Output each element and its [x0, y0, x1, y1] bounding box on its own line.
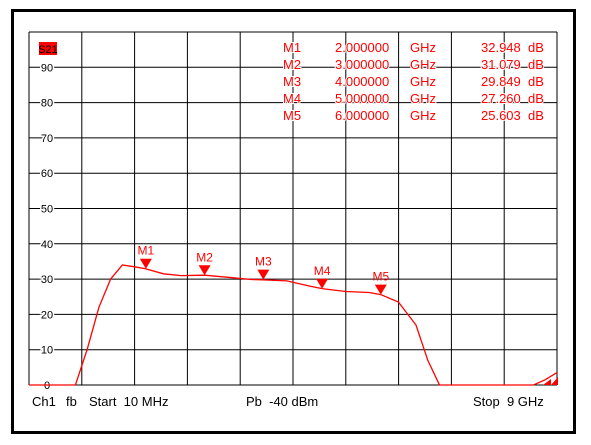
trace-badge-background: [39, 42, 57, 55]
readout-marker-freq-unit: GHz: [410, 74, 436, 89]
y-tick-label: 90: [41, 62, 53, 74]
y-tick-label: 40: [41, 239, 53, 251]
readout-marker-freq: 2.000000: [335, 40, 389, 55]
marker-triangle: [139, 258, 152, 269]
footer-start: Start 10 MHz: [89, 394, 169, 409]
y-tick-label: 20: [41, 309, 53, 321]
footer-format: fb: [66, 394, 77, 409]
marker-label: M5: [372, 270, 389, 284]
readout-marker-value: 29.849: [481, 74, 521, 89]
readout-marker-freq-unit: GHz: [410, 40, 436, 55]
stop-edge-marker: [543, 379, 551, 385]
y-tick-label: 30: [41, 274, 53, 286]
readout-marker-freq-unit: GHz: [410, 57, 436, 72]
y-tick-label: 80: [41, 98, 53, 110]
trace-line: [29, 264, 558, 386]
readout-marker-label: M3: [283, 74, 301, 89]
marker-label: M3: [255, 255, 272, 269]
y-tick-label: 60: [41, 168, 53, 180]
marker-triangle: [374, 284, 387, 295]
readout-marker-freq-unit: GHz: [410, 91, 436, 106]
readout-marker-value: 31.079: [481, 57, 521, 72]
readout-marker-freq: 6.000000: [335, 108, 389, 123]
readout-marker-value: 32.948: [481, 40, 521, 55]
marker-triangle: [198, 265, 211, 276]
readout-marker-freq: 3.000000: [335, 57, 389, 72]
footer-channel: Ch1: [32, 394, 56, 409]
readout-marker-freq: 4.000000: [335, 74, 389, 89]
readout-marker-unit: dB: [528, 57, 544, 72]
readout-marker-unit: dB: [528, 91, 544, 106]
trace-badge: S21: [38, 44, 58, 56]
footer-stop: Stop 9 GHz: [473, 394, 544, 409]
marker-label: M1: [138, 244, 155, 258]
readout-marker-unit: dB: [528, 40, 544, 55]
y-tick-label: 50: [41, 204, 53, 216]
y-tick-label: 70: [41, 133, 53, 145]
readout-marker-label: M5: [283, 108, 301, 123]
readout-marker-value: 25.603: [481, 108, 521, 123]
readout-marker-unit: dB: [528, 108, 544, 123]
marker-triangle: [257, 269, 270, 280]
y-tick-label: 0: [44, 380, 50, 392]
readout-marker-unit: dB: [528, 74, 544, 89]
footer-power: Pb -40 dBm: [246, 394, 319, 409]
readout-marker-label: M4: [283, 91, 301, 106]
marker-triangle: [316, 278, 329, 289]
marker-label: M2: [196, 250, 213, 264]
marker-label: M4: [314, 264, 331, 278]
readout-marker-freq: 5.000000: [335, 91, 389, 106]
y-tick-label: 10: [41, 345, 53, 357]
stop-edge-marker: [551, 377, 558, 385]
readout-marker-freq-unit: GHz: [410, 108, 436, 123]
readout-marker-label: M1: [283, 40, 301, 55]
readout-marker-label: M2: [283, 57, 301, 72]
readout-marker-value: 27.260: [481, 91, 521, 106]
